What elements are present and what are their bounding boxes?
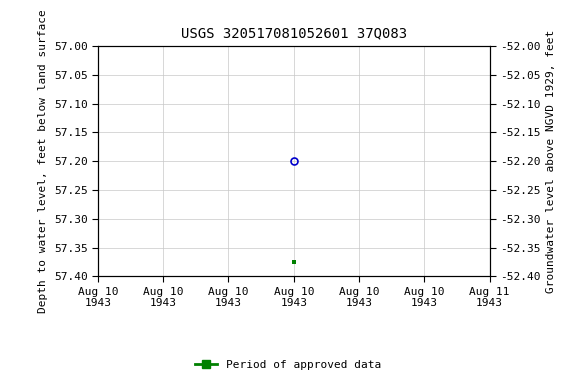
Y-axis label: Groundwater level above NGVD 1929, feet: Groundwater level above NGVD 1929, feet: [546, 30, 556, 293]
Y-axis label: Depth to water level, feet below land surface: Depth to water level, feet below land su…: [38, 9, 48, 313]
Title: USGS 320517081052601 37Q083: USGS 320517081052601 37Q083: [181, 27, 407, 41]
Legend: Period of approved data: Period of approved data: [191, 356, 385, 375]
